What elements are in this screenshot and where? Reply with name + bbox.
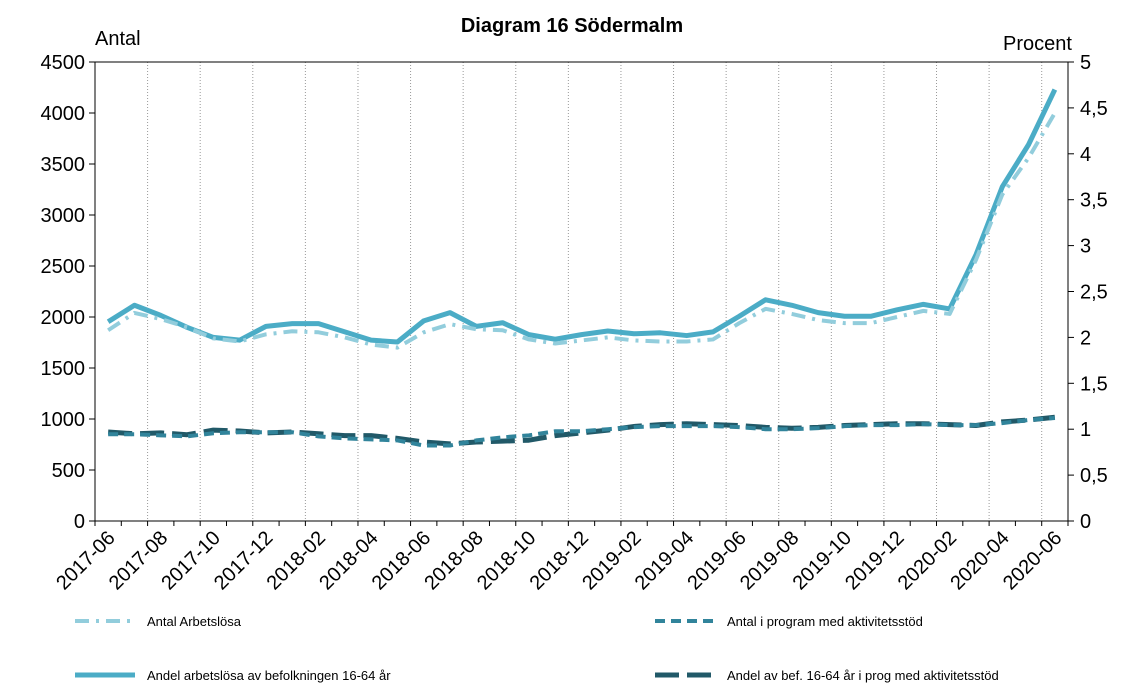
y2-tick-label: 2 xyxy=(1080,327,1091,349)
y-tick-label: 1500 xyxy=(41,358,86,380)
series-line xyxy=(108,415,1056,448)
legend-label: Andel arbetslösa av befolkningen 16-64 å… xyxy=(147,668,391,683)
series-line xyxy=(107,111,1057,350)
legend-label: Antal i program med aktivitetsstöd xyxy=(727,614,923,629)
y2-tick-label: 4 xyxy=(1080,144,1091,166)
y-tick-label: 4000 xyxy=(41,103,86,125)
y2-tick-label: 4,5 xyxy=(1080,98,1108,120)
y2-tick-label: 0 xyxy=(1080,511,1091,533)
y-tick-label: 2000 xyxy=(41,307,86,329)
y2-tick-label: 2,5 xyxy=(1080,282,1108,304)
y-tick-label: 4500 xyxy=(41,52,86,74)
y-tick-label: 500 xyxy=(52,460,85,482)
y2-tick-label: 3,5 xyxy=(1080,190,1108,212)
y-axis-label: Antal xyxy=(95,28,141,50)
y2-tick-label: 5 xyxy=(1080,52,1091,74)
y-tick-label: 3500 xyxy=(41,154,86,176)
legend-label: Andel av bef. 16-64 år i prog med aktivi… xyxy=(727,668,999,683)
y2-tick-label: 3 xyxy=(1080,236,1091,258)
legend-label: Antal Arbetslösa xyxy=(147,614,242,629)
y-tick-label: 2500 xyxy=(41,256,86,278)
y2-tick-label: 1,5 xyxy=(1080,373,1108,395)
x-tick-label: 2020-06 xyxy=(999,527,1066,594)
y2-axis-label: Procent xyxy=(1003,33,1072,55)
y2-tick-label: 0,5 xyxy=(1080,465,1108,487)
series-line xyxy=(107,414,1056,447)
y-tick-label: 1000 xyxy=(41,409,86,431)
chart-title: Diagram 16 Södermalm xyxy=(461,15,683,37)
y-tick-label: 0 xyxy=(74,511,85,533)
y2-tick-label: 1 xyxy=(1080,419,1091,441)
plot-frame xyxy=(94,61,1069,522)
y-tick-label: 3000 xyxy=(41,205,86,227)
series-line xyxy=(106,88,1058,345)
